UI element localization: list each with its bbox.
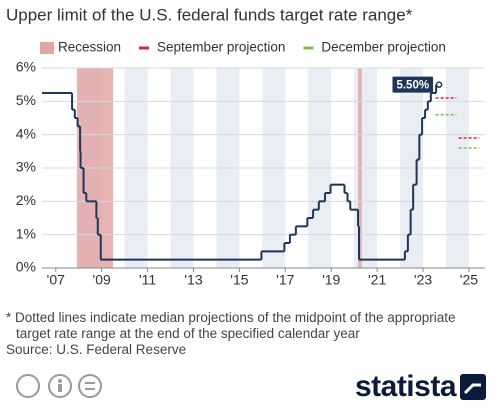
chart: Upper limit of the U.S. federal funds ta… — [6, 5, 485, 288]
y-tick-label: 2% — [16, 192, 36, 208]
chart-title: Upper limit of the U.S. federal funds ta… — [6, 5, 413, 24]
brand: statista — [355, 370, 486, 404]
license-icons — [16, 374, 102, 398]
x-tick-label: '13 — [184, 272, 202, 288]
x-tick-label: '19 — [322, 272, 340, 288]
legend-label: December projection — [321, 40, 446, 55]
annotation: 5.50% — [392, 76, 434, 93]
y-tick-label: 6% — [16, 59, 36, 75]
legend-label: Recession — [58, 40, 121, 55]
y-tick-label: 1% — [16, 225, 36, 241]
x-tick-label: '17 — [276, 272, 294, 288]
nd-icon — [78, 374, 102, 398]
x-tick-label: '11 — [139, 272, 156, 288]
legend-swatch — [40, 42, 54, 54]
y-tick-label: 0% — [16, 259, 36, 275]
x-tick-label: '09 — [93, 272, 111, 288]
annotation-box — [392, 76, 434, 93]
source: Source: U.S. Federal Reserve — [6, 342, 187, 357]
y-tick-label: 5% — [16, 92, 36, 108]
x-tick-label: '07 — [47, 272, 65, 288]
by-head — [58, 379, 62, 383]
x-tick-label: '21 — [368, 272, 386, 288]
y-tick-label: 4% — [16, 125, 36, 141]
x-tick-label: '25 — [460, 272, 478, 288]
y-tick-label: 3% — [16, 159, 36, 175]
logo-mark — [463, 383, 481, 395]
annotation-label: 5.50% — [396, 80, 429, 92]
footnote: * Dotted lines indicate median projectio… — [6, 310, 456, 341]
x-tick-label: '23 — [414, 272, 432, 288]
cc-icon — [16, 374, 40, 398]
by-icon — [48, 374, 72, 398]
by-body — [58, 384, 62, 392]
brand-name: statista — [354, 370, 457, 403]
brand-logo — [460, 374, 486, 400]
end-dot — [435, 81, 443, 88]
x-tick-label: '15 — [230, 272, 248, 288]
legend-label: September projection — [157, 40, 285, 55]
